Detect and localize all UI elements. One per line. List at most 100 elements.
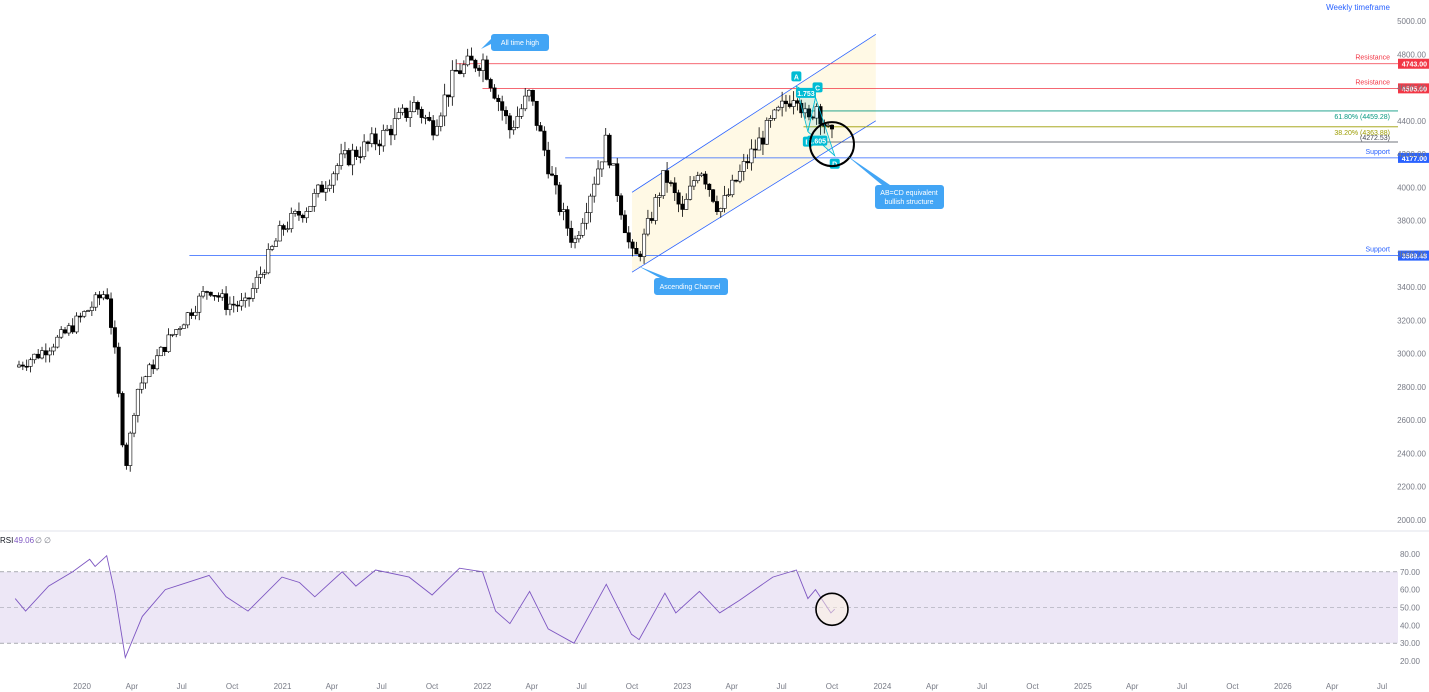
time-tick-label: 2021 — [274, 682, 292, 691]
candle-down — [488, 79, 493, 89]
candle-up — [369, 133, 374, 144]
candle-down — [619, 195, 624, 216]
rsi-header: RSI 49.06 ∅ ∅ — [0, 536, 51, 545]
rsi-axis: 80.00 70.00 60.00 50.00 40.00 30.00 20.00 — [1400, 550, 1421, 666]
candle-up — [55, 336, 60, 348]
candle-down — [680, 203, 685, 210]
rsi-header-extra-1: ∅ — [35, 536, 42, 545]
candle-down — [204, 291, 209, 293]
price-tick-label: 3000.00 — [1397, 350, 1426, 359]
time-tick-label: Jul — [577, 682, 587, 691]
candle-up — [511, 127, 516, 131]
candle-up — [243, 297, 248, 301]
timeframe-label: Weekly timeframe — [1326, 3, 1390, 12]
candle-down — [469, 55, 474, 61]
ratio-abc-tag — [795, 87, 816, 98]
candle-up — [718, 208, 723, 212]
candle-up — [178, 328, 183, 330]
abcd-callout-line-2: bullish structure — [884, 199, 933, 206]
candle-down — [626, 232, 631, 243]
candle-up — [576, 234, 581, 240]
rsi-highlight-circle[interactable] — [815, 592, 849, 627]
candle-down — [783, 100, 788, 105]
candle-up — [588, 195, 593, 214]
candle-up — [258, 274, 263, 278]
price-tick-label: 2600.00 — [1397, 416, 1426, 425]
candle-down — [530, 90, 535, 102]
fib-382-label: 38.20% (4363.88) — [1334, 130, 1390, 137]
candle-down — [714, 201, 719, 212]
candle-up — [277, 225, 282, 242]
candle-up — [342, 150, 347, 155]
candle-down — [454, 69, 459, 72]
candle-down — [745, 161, 750, 164]
ascending-channel-lower-line[interactable] — [631, 120, 877, 273]
candle-up — [86, 310, 91, 312]
time-tick-label: Jul — [177, 682, 187, 691]
channel-callout[interactable]: Ascending Channel — [638, 266, 728, 295]
candle-up — [580, 222, 585, 236]
candle-up — [481, 59, 486, 71]
rsi-line — [14, 554, 836, 660]
resistance-4595-label: Resistance — [1355, 79, 1390, 86]
candle-down — [365, 141, 370, 144]
candle-down — [404, 107, 409, 118]
candle-up — [316, 184, 321, 194]
point-a-tag — [791, 71, 802, 82]
candle-up — [335, 165, 340, 175]
price-tick-label: 3200.00 — [1397, 316, 1426, 325]
candle-down — [377, 143, 382, 147]
candle-up — [527, 90, 532, 97]
candle-up — [764, 120, 769, 145]
candle-up — [323, 188, 328, 193]
candle-down — [247, 297, 252, 300]
time-tick-label: 2026 — [1274, 682, 1292, 691]
abcd-callout[interactable]: AB=CD equivalent bullish structure — [846, 155, 944, 209]
candle-up — [193, 311, 198, 316]
time-tick-label: 2025 — [1074, 682, 1092, 691]
ratio-bcd-tag — [807, 135, 828, 146]
candle-up — [396, 112, 401, 119]
candle-up — [350, 149, 355, 166]
ath-callout[interactable]: All time high — [481, 34, 549, 51]
time-tick-label: Apr — [326, 682, 339, 691]
time-tick-label: Apr — [926, 682, 939, 691]
candle-down — [665, 170, 670, 183]
candle-up — [434, 126, 439, 136]
candle-down — [806, 108, 811, 118]
candle-down — [615, 163, 620, 197]
candle-up — [826, 124, 831, 127]
candle-down — [484, 59, 489, 80]
price-highlight-circle[interactable] — [808, 121, 855, 168]
candle-down — [296, 210, 301, 216]
candle-up — [128, 432, 133, 466]
price-tick-label: 4400.00 — [1397, 117, 1426, 126]
candle-down — [415, 102, 420, 110]
candle-up — [461, 64, 466, 74]
candle-down — [818, 106, 823, 125]
candle-up — [89, 306, 94, 311]
candle-up — [82, 311, 87, 317]
fib-levels: 61.80% (4459.28) 38.20% (4363.88)(4272.53… — [803, 110, 1398, 143]
candle-up — [139, 382, 144, 390]
candle-up — [185, 312, 190, 326]
candle-down — [124, 444, 129, 466]
ascending-channel-upper-line[interactable] — [631, 33, 877, 193]
price-tick-label: 2200.00 — [1397, 483, 1426, 492]
horizontal-levels: Resistance 4743.00 Resistance 4595.00 Suppor… — [189, 55, 1429, 261]
support-4177-price-tag — [1398, 152, 1429, 163]
time-tick-label: 2020 — [73, 682, 91, 691]
time-tick-label: Jul — [776, 682, 786, 691]
candle-up — [273, 240, 278, 247]
time-tick-label: Jul — [1177, 682, 1187, 691]
resistance-4743-price-tag — [1398, 58, 1429, 69]
candle-up — [814, 106, 819, 119]
candle-up — [170, 334, 175, 336]
candle-down — [346, 150, 351, 166]
candle-up — [32, 353, 37, 361]
candle-down — [565, 209, 570, 229]
time-tick-label: Apr — [1326, 682, 1339, 691]
candle-up — [584, 212, 589, 224]
candle-up — [599, 161, 604, 170]
